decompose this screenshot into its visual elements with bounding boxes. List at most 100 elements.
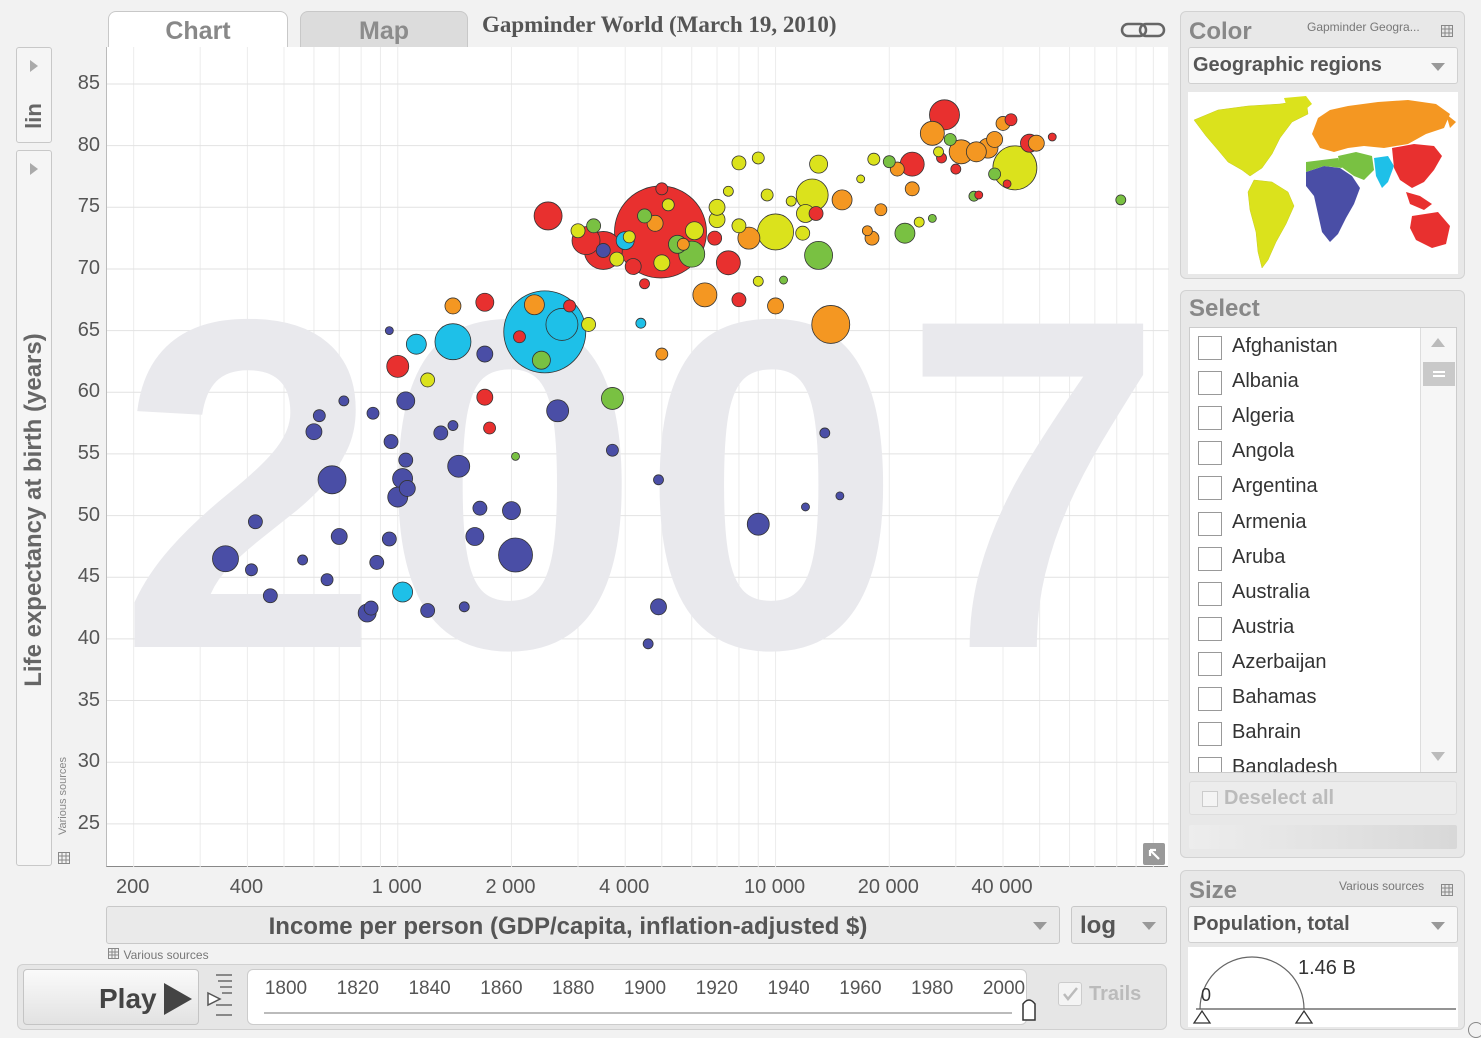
resize-icon[interactable] <box>1468 1022 1481 1038</box>
country-bubble[interactable] <box>381 531 397 547</box>
timeline-thumb[interactable] <box>1021 996 1037 1022</box>
country-bubble[interactable] <box>767 297 784 315</box>
country-bubble[interactable] <box>609 251 625 267</box>
country-bubble[interactable] <box>752 275 764 287</box>
country-bubble[interactable] <box>483 421 496 435</box>
country-bubble[interactable] <box>685 221 704 241</box>
map-europe[interactable] <box>1312 100 1450 152</box>
size-legend[interactable]: 0 1.46 B <box>1188 947 1458 1027</box>
country-bubble[interactable] <box>545 308 579 341</box>
map-australia[interactable] <box>1410 212 1450 248</box>
country-bubble[interactable] <box>420 372 436 388</box>
country-bubble[interactable] <box>513 330 526 344</box>
country-bubble[interactable] <box>465 527 485 546</box>
country-bubble[interactable] <box>882 155 896 169</box>
country-bubble[interactable] <box>330 528 348 545</box>
speed-slider[interactable] <box>206 971 234 1025</box>
size-min-handle[interactable] <box>1192 1009 1212 1024</box>
country-bubble[interactable] <box>586 218 602 234</box>
color-select[interactable]: Geographic regions <box>1188 47 1458 84</box>
country-bubble[interactable] <box>447 420 459 431</box>
country-bubble[interactable] <box>366 406 380 420</box>
country-bubble[interactable] <box>927 213 937 223</box>
country-checkbox[interactable] <box>1198 336 1222 360</box>
country-bubble[interactable] <box>760 188 774 202</box>
country-bubble[interactable] <box>248 514 263 530</box>
country-bubble[interactable] <box>1027 134 1045 152</box>
scroll-thumb[interactable] <box>1423 362 1455 386</box>
country-bubble[interactable] <box>635 317 647 329</box>
map-north-america[interactable] <box>1193 99 1309 177</box>
country-bubble[interactable] <box>458 601 470 613</box>
country-bubble[interactable] <box>785 195 797 207</box>
country-scrollbar[interactable] <box>1420 328 1456 772</box>
country-bubble[interactable] <box>795 225 811 241</box>
country-bubble[interactable] <box>642 638 654 650</box>
country-bubble[interactable] <box>563 299 576 313</box>
country-bubble[interactable] <box>581 317 596 332</box>
size-max-handle[interactable] <box>1294 1009 1314 1024</box>
country-bubble[interactable] <box>433 425 449 441</box>
map-middle-east[interactable] <box>1338 152 1374 180</box>
country-bubble[interactable] <box>383 434 399 449</box>
grid-icon[interactable] <box>1441 884 1453 896</box>
country-bubble[interactable] <box>661 198 675 212</box>
country-bubble[interactable] <box>447 454 471 478</box>
country-bubble[interactable] <box>731 218 747 234</box>
country-bubble[interactable] <box>831 189 853 211</box>
country-bubble[interactable] <box>511 451 520 461</box>
country-bubble[interactable] <box>965 141 987 163</box>
expand-chart-icon[interactable] <box>1143 843 1165 865</box>
country-bubble[interactable] <box>245 563 258 577</box>
grid-icon[interactable] <box>108 948 119 959</box>
country-bubble[interactable] <box>476 345 494 363</box>
country-bubble[interactable] <box>904 181 920 197</box>
link-icon[interactable] <box>1120 18 1166 42</box>
country-checkbox[interactable] <box>1198 687 1222 711</box>
country-bubble[interactable] <box>595 243 611 258</box>
country-bubble[interactable] <box>943 133 957 146</box>
country-bubble[interactable] <box>737 226 761 250</box>
country-bubble[interactable] <box>986 131 1003 148</box>
country-bubble[interactable] <box>974 190 984 200</box>
y-axis-select[interactable] <box>16 150 52 866</box>
country-bubble[interactable] <box>950 163 962 175</box>
country-checkbox[interactable] <box>1198 371 1222 396</box>
country-bubble[interactable] <box>498 537 533 573</box>
trails-checkbox[interactable] <box>1058 982 1082 1006</box>
country-bubble[interactable] <box>476 388 494 406</box>
chart-area[interactable]: 2007 <box>106 47 1169 867</box>
country-checkbox[interactable] <box>1198 722 1222 747</box>
country-bubble[interactable] <box>804 240 834 270</box>
country-checkbox[interactable] <box>1198 651 1222 676</box>
country-bubble[interactable] <box>874 203 888 217</box>
country-bubble[interactable] <box>715 250 741 276</box>
country-bubble[interactable] <box>386 354 410 378</box>
country-bubble[interactable] <box>913 216 925 228</box>
country-bubble[interactable] <box>650 598 667 616</box>
country-bubble[interactable] <box>819 427 831 439</box>
country-bubble[interactable] <box>624 258 642 275</box>
country-bubble[interactable] <box>811 305 851 344</box>
country-checkbox[interactable] <box>1198 616 1222 641</box>
tab-chart[interactable]: Chart <box>108 11 288 48</box>
country-checkbox[interactable] <box>1198 511 1222 536</box>
country-bubble[interactable] <box>363 600 379 616</box>
country-bubble[interactable] <box>398 452 414 468</box>
grid-icon[interactable] <box>58 852 70 864</box>
deselect-all-button[interactable]: Deselect all <box>1189 781 1457 815</box>
country-bubble[interactable] <box>639 278 650 290</box>
country-bubble[interactable] <box>1004 113 1018 127</box>
country-checkbox[interactable] <box>1198 441 1222 466</box>
country-bubble[interactable] <box>524 294 545 316</box>
country-bubble[interactable] <box>533 201 563 231</box>
country-bubble[interactable] <box>1115 194 1127 206</box>
country-bubble[interactable] <box>384 326 394 336</box>
country-bubble[interactable] <box>262 588 278 604</box>
country-bubble[interactable] <box>317 465 347 495</box>
x-scale-select[interactable]: log <box>1071 906 1167 944</box>
country-bubble[interactable] <box>369 555 385 570</box>
country-bubble[interactable] <box>320 573 334 587</box>
country-bubble[interactable] <box>722 185 734 197</box>
country-bubble[interactable] <box>398 480 416 497</box>
